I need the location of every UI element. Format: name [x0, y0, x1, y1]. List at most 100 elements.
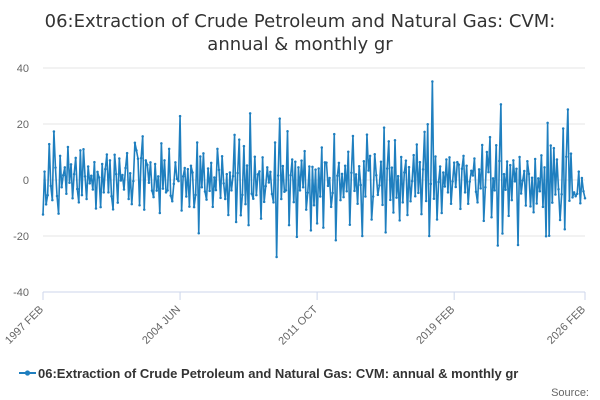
legend[interactable]: 06:Extraction of Crude Petroleum and Nat… [19, 366, 518, 381]
data-point [515, 167, 518, 171]
chart-title: 06:Extraction of Crude Petroleum and Nat… [45, 11, 556, 55]
data-point [303, 149, 306, 153]
data-point [359, 183, 362, 187]
data-point [347, 150, 350, 153]
data-point [138, 203, 141, 207]
data-point [501, 232, 504, 235]
data-point [297, 166, 300, 169]
data-point [47, 142, 51, 146]
data-point [504, 188, 507, 192]
data-point [555, 158, 559, 161]
data-point [161, 187, 165, 190]
data-point [474, 190, 478, 194]
data-point [445, 158, 448, 161]
data-point [132, 179, 135, 183]
data-point [166, 189, 169, 192]
data-point [72, 172, 76, 176]
x-axis-labels: 1997 FEB 2004 JUN 2011 OCT 2019 FEB 2026 FEB [3, 303, 588, 347]
data-point [533, 157, 537, 161]
data-point [541, 205, 545, 209]
data-point [471, 174, 475, 177]
data-point [505, 160, 509, 163]
data-point [465, 164, 468, 167]
data-point [149, 161, 152, 164]
data-point [443, 185, 447, 188]
data-point [499, 103, 503, 106]
data-point [300, 159, 303, 162]
data-point [66, 145, 70, 149]
data-point [114, 172, 118, 176]
data-point [125, 151, 129, 155]
x-tick-label: 2011 OCT [276, 303, 320, 347]
data-point [284, 189, 288, 192]
data-point [375, 173, 378, 177]
data-point [426, 123, 429, 126]
data-point [491, 177, 495, 180]
data-point [530, 176, 534, 180]
data-point [88, 182, 91, 185]
data-point [46, 193, 49, 197]
data-point [192, 205, 196, 209]
data-point [459, 207, 462, 211]
data-point [415, 143, 419, 146]
data-point [381, 203, 384, 207]
data-point [460, 167, 464, 171]
data-point [146, 163, 149, 167]
data-point [434, 155, 437, 158]
x-tick-label: 2019 FEB [414, 304, 457, 347]
data-point [435, 218, 439, 221]
data-point [502, 172, 506, 176]
data-point [356, 202, 359, 206]
data-point [194, 193, 197, 197]
data-point [287, 223, 291, 227]
data-point [568, 199, 571, 202]
data-point [294, 160, 297, 164]
data-point [130, 202, 134, 206]
data-point [420, 212, 423, 216]
data-point [122, 188, 126, 191]
data-point [390, 166, 394, 169]
data-point [392, 211, 395, 214]
data-point [521, 179, 524, 182]
data-point [259, 217, 263, 220]
data-point [172, 182, 176, 186]
data-point [544, 235, 548, 238]
data-point [181, 175, 185, 178]
data-point [135, 149, 138, 152]
data-point [222, 182, 225, 185]
data-point [496, 244, 500, 247]
data-point [266, 166, 269, 169]
data-point [195, 141, 199, 144]
data-point [223, 197, 227, 201]
data-point [275, 255, 278, 259]
data-point [546, 121, 549, 125]
data-point [421, 168, 425, 171]
data-point [237, 138, 241, 141]
data-point [412, 153, 415, 157]
data-point [247, 223, 250, 227]
data-point [326, 184, 330, 188]
data-point [298, 189, 302, 192]
x-tick-label: 1997 FEB [3, 304, 46, 347]
data-point [241, 193, 244, 197]
data-point [325, 161, 328, 164]
data-point [532, 210, 535, 214]
data-point [508, 163, 512, 167]
data-point [52, 130, 56, 133]
data-point [490, 215, 493, 219]
data-point [99, 205, 102, 209]
data-point [451, 180, 454, 183]
data-point [529, 205, 532, 208]
chart-title-line-2: annual & monthly gr [207, 34, 393, 55]
data-point [69, 163, 73, 166]
data-point [393, 138, 397, 142]
data-point [280, 197, 283, 201]
data-point [320, 146, 324, 149]
data-point [178, 114, 182, 118]
data-point [116, 201, 120, 204]
data-point [462, 154, 465, 158]
data-point [153, 162, 157, 166]
data-point [336, 174, 339, 178]
data-point [139, 156, 143, 160]
data-point [448, 156, 451, 159]
